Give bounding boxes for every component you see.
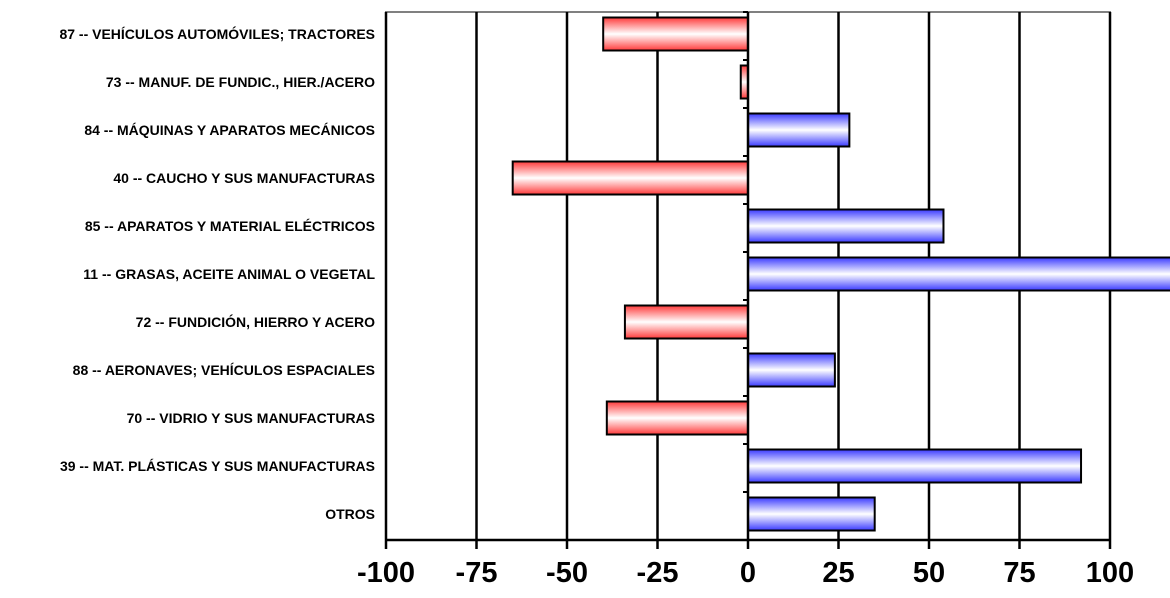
category-label: 85 -- APARATOS Y MATERIAL ELÉCTRICOS bbox=[85, 218, 375, 234]
category-label: 73 -- MANUF. DE FUNDIC., HIER./ACERO bbox=[106, 74, 375, 90]
category-label: OTROS bbox=[325, 506, 375, 522]
bar bbox=[605, 400, 749, 436]
bar bbox=[602, 16, 750, 52]
category-label: 84 -- MÁQUINAS Y APARATOS MECÁNICOS bbox=[84, 122, 375, 138]
category-label: 11 -- GRASAS, ACEITE ANIMAL O VEGETAL bbox=[83, 266, 375, 282]
x-tick-label: -75 bbox=[456, 557, 498, 589]
category-label: 87 -- VEHÍCULOS AUTOMÓVILES; TRACTORES bbox=[59, 25, 375, 42]
x-tick-label: -50 bbox=[546, 557, 588, 589]
bar bbox=[747, 208, 945, 244]
x-tick-label: -100 bbox=[357, 557, 415, 589]
x-tick-label: 25 bbox=[822, 557, 854, 589]
category-labels: 87 -- VEHÍCULOS AUTOMÓVILES; TRACTORES 73… bbox=[59, 25, 375, 522]
x-tick-label: 50 bbox=[913, 557, 945, 589]
bar bbox=[747, 448, 1083, 484]
x-tick-label: -25 bbox=[637, 557, 679, 589]
bars bbox=[511, 16, 1170, 532]
category-label: 40 -- CAUCHO Y SUS MANUFACTURAS bbox=[113, 170, 375, 186]
category-label: 72 -- FUNDICIÓN, HIERRO Y ACERO bbox=[136, 313, 375, 330]
x-tick-label: 75 bbox=[1003, 557, 1035, 589]
bar bbox=[511, 160, 750, 196]
category-label: 88 -- AERONAVES; VEHÍCULOS ESPACIALES bbox=[73, 362, 375, 378]
axes bbox=[384, 11, 1112, 549]
x-tick-label: 100 bbox=[1086, 557, 1134, 589]
category-label: 39 -- MAT. PLÁSTICAS Y SUS MANUFACTURAS bbox=[60, 458, 375, 474]
bar bbox=[747, 112, 851, 148]
x-tick-label: 0 bbox=[740, 557, 756, 589]
category-label: 70 -- VIDRIO Y SUS MANUFACTURAS bbox=[127, 410, 375, 426]
bar bbox=[747, 256, 1170, 292]
bar bbox=[747, 352, 836, 388]
bar bbox=[747, 496, 876, 532]
bar bbox=[623, 304, 749, 340]
x-tick-labels: -100 -75 -50 -25 0 25 50 75 100 bbox=[357, 557, 1134, 589]
